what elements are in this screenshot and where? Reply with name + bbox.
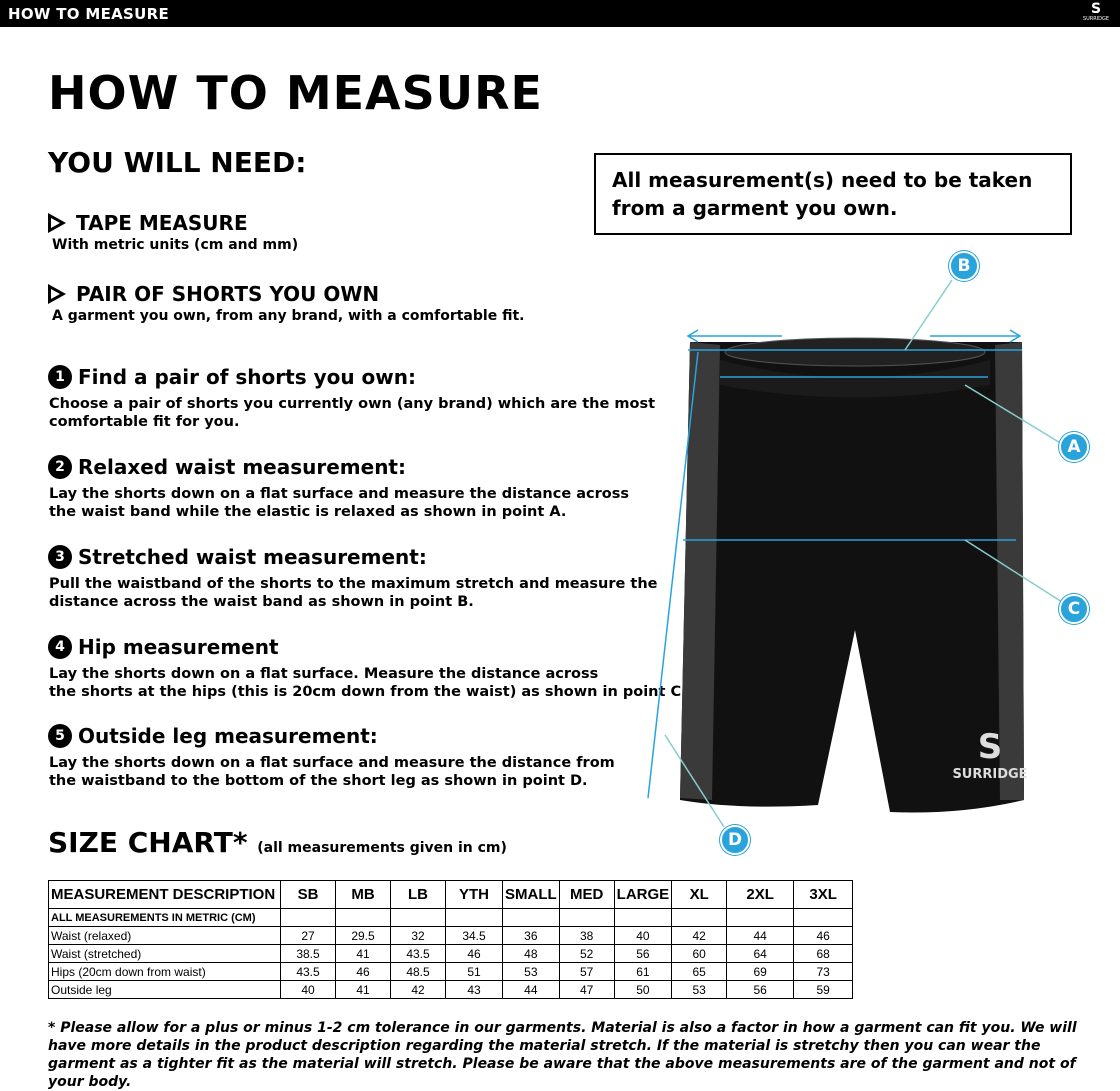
cell-value: 41	[335, 944, 391, 963]
row-label: Waist (stretched)	[48, 944, 281, 963]
need-item-tape: TAPE MEASURE	[48, 211, 248, 235]
cell-value: 38.5	[280, 944, 336, 963]
cell-value: 42	[390, 980, 446, 999]
table-row: Waist (stretched) 38.5 41 43.5 46 48 52 56 60 64 6…	[48, 944, 854, 963]
cell-value: 60	[671, 944, 728, 963]
cell-value: 47	[558, 980, 615, 999]
header-bar: HOW TO MEASURE S SURRIDGE	[0, 0, 1120, 27]
cell-value: 65	[671, 962, 728, 981]
step-5-title: 5 Outside leg measurement:	[48, 724, 378, 748]
cell-value: 46	[335, 962, 391, 981]
shorts-illustration: SURRIDGE S	[680, 337, 1028, 813]
cell-value: 40	[613, 926, 673, 945]
cell-value: 41	[335, 980, 391, 999]
cell-value: 46	[793, 926, 854, 945]
cell-value: 43.5	[280, 962, 336, 981]
surridge-logo: S SURRIDGE	[1082, 1, 1110, 22]
point-a-marker: A	[1059, 432, 1089, 462]
row-label: Waist (relaxed)	[48, 926, 281, 945]
table-row: Outside leg 40 41 42 43 44 47 50 53 56 59	[48, 980, 854, 999]
cell-value: 53	[671, 980, 728, 999]
step-3-desc: Pull the waistband of the shorts to the …	[49, 576, 658, 610]
svg-text:SURRIDGE: SURRIDGE	[952, 767, 1027, 782]
cell-value: 64	[726, 944, 795, 963]
size-chart-title: SIZE CHART* (all measurements given in c…	[48, 826, 507, 859]
step-1-title: 1 Find a pair of shorts you own:	[48, 365, 416, 389]
cell-value: 61	[613, 962, 673, 981]
cell-value: 59	[793, 980, 854, 999]
need-item-shorts: PAIR OF SHORTS YOU OWN	[48, 282, 379, 306]
row-label: Hips (20cm down from waist)	[48, 962, 281, 981]
cell-value: 38	[558, 926, 615, 945]
cell-value: 53	[502, 962, 560, 981]
measure-lines	[647, 279, 1063, 828]
header-title: HOW TO MEASURE	[8, 5, 170, 23]
table-row: Waist (relaxed) 27 29.5 32 34.5 36 38 40 42 44 46	[48, 926, 854, 945]
cell-value: 44	[502, 980, 560, 999]
cell-value: 43	[445, 980, 503, 999]
cell-value: 73	[793, 962, 854, 981]
size-chart-table: MEASUREMENT DESCRIPTION SB MB LB YTH SMA…	[48, 880, 854, 999]
step-3-title: 3 Stretched waist measurement:	[48, 545, 427, 569]
cell-value: 51	[445, 962, 503, 981]
cell-value: 40	[280, 980, 336, 999]
cell-value: 36	[502, 926, 560, 945]
step-2-title: 2 Relaxed waist measurement:	[48, 455, 406, 479]
cell-value: 48	[502, 944, 560, 963]
point-d-marker: D	[720, 825, 750, 855]
cell-value: 27	[280, 926, 336, 945]
step-2-desc: Lay the shorts down on a flat surface an…	[49, 486, 629, 520]
cell-value: 50	[613, 980, 673, 999]
triangle-icon	[48, 213, 66, 233]
cell-value: 29.5	[335, 926, 391, 945]
you-will-need-heading: YOU WILL NEED:	[48, 146, 307, 179]
table-row: Hips (20cm down from waist) 43.5 46 48.5 51 5…	[48, 962, 854, 981]
table-row-metric: ALL MEASUREMENTS IN METRIC (CM)	[48, 908, 854, 927]
cell-value: 69	[726, 962, 795, 981]
step-1-desc: Choose a pair of shorts you currently ow…	[49, 396, 656, 430]
footnote: * Please allow for a plus or minus 1-2 c…	[48, 1020, 1077, 1090]
need-item-tape-desc: With metric units (cm and mm)	[52, 237, 299, 253]
cell-value: 32	[390, 926, 446, 945]
table-header-row: MEASUREMENT DESCRIPTION SB MB LB YTH SMA…	[48, 880, 854, 909]
cell-value: 57	[558, 962, 615, 981]
svg-text:S: S	[978, 727, 1003, 767]
cell-value: 48.5	[390, 962, 446, 981]
cell-value: 68	[793, 944, 854, 963]
cell-value: 56	[613, 944, 673, 963]
row-label: Outside leg	[48, 980, 281, 999]
step-4-title: 4 Hip measurement	[48, 635, 279, 659]
cell-value: 56	[726, 980, 795, 999]
cell-value: 34.5	[445, 926, 503, 945]
cell-value: 46	[445, 944, 503, 963]
notice-box: All measurement(s) need to be taken from…	[594, 153, 1072, 235]
step-5-desc: Lay the shorts down on a flat surface an…	[49, 755, 615, 789]
cell-value: 43.5	[390, 944, 446, 963]
point-b-marker: B	[949, 251, 979, 281]
point-c-marker: C	[1059, 594, 1089, 624]
cell-value: 44	[726, 926, 795, 945]
cell-value: 52	[558, 944, 615, 963]
cell-value: 42	[671, 926, 728, 945]
need-item-shorts-desc: A garment you own, from any brand, with …	[52, 308, 525, 324]
triangle-icon	[48, 284, 66, 304]
page-title: HOW TO MEASURE	[48, 66, 543, 120]
